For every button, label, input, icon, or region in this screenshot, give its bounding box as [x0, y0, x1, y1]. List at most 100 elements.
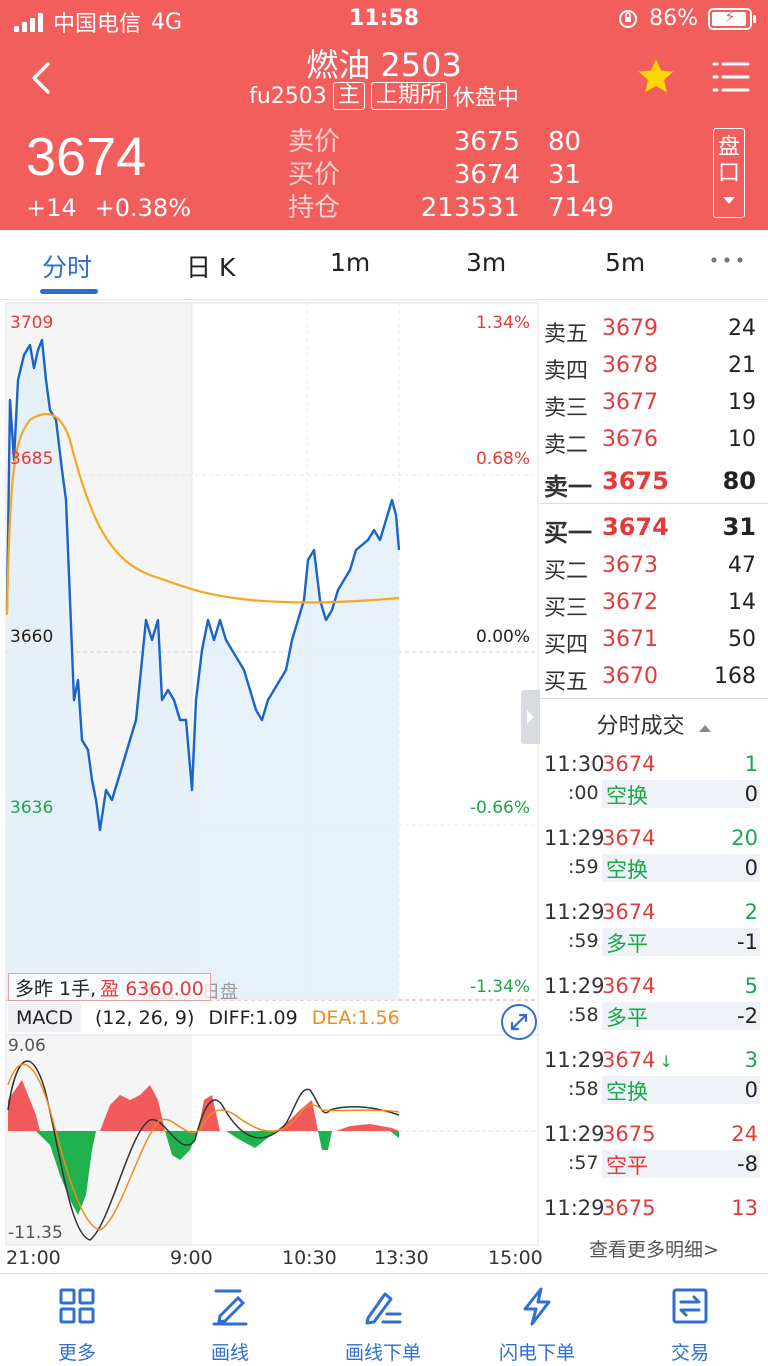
position-note[interactable]: 多昨 1手, 盈 6360.00 — [8, 973, 211, 1001]
ask-row[interactable]: 卖四 3678 21 — [540, 347, 768, 384]
tick-oi-change: 0 — [744, 782, 758, 806]
period-tabs: 分时 日 K 1m 3m 5m — [0, 230, 768, 300]
indicator-name[interactable]: MACD — [8, 1004, 81, 1032]
pankou-char-1: 盘 — [717, 135, 740, 160]
tick-time: 11:29 — [544, 974, 605, 998]
price-axis-lower: 3636 — [10, 798, 54, 818]
more-dots-icon[interactable] — [710, 250, 744, 270]
bid-level-price: 3673 — [602, 553, 658, 578]
ask-level-volume: 10 — [728, 427, 756, 452]
ask-row[interactable]: 卖五 3679 24 — [540, 310, 768, 347]
tick-row: 11:30:00 3674 空换 1 0 — [540, 752, 768, 816]
ask-label: 卖价 — [288, 127, 341, 157]
ask-row[interactable]: 卖二 3676 10 — [540, 421, 768, 458]
tick-row: 11:29:59 3674 空换 20 0 — [540, 826, 768, 890]
ask-level-label: 卖四 — [544, 359, 589, 384]
tick-oi-change: 0 — [744, 856, 758, 880]
bid-level-volume: 31 — [722, 513, 756, 541]
open-interest-label: 持仓 — [288, 193, 341, 223]
ask-level-label: 卖三 — [544, 396, 589, 421]
pct-axis-lower: -0.66% — [469, 798, 530, 818]
ask-level-price: 3677 — [602, 390, 658, 415]
panel-toggle-handle[interactable] — [521, 690, 540, 744]
tick-volume: 3 — [744, 1048, 758, 1072]
down-arrow-icon: ↓ — [659, 1052, 673, 1071]
fullscreen-expand-icon[interactable] — [500, 1003, 538, 1041]
tick-seconds: :58 — [568, 1004, 599, 1026]
tick-seconds: :59 — [568, 930, 599, 952]
tick-price: 3675 — [602, 1122, 656, 1146]
contract-title: 燃油 2503 — [306, 46, 462, 84]
caret-right-icon — [527, 710, 534, 724]
pankou-button[interactable]: 盘 口 — [713, 128, 745, 218]
bid-level-label: 买五 — [544, 670, 589, 695]
chart-canvas — [5, 302, 539, 1246]
caret-up-icon — [698, 725, 711, 732]
flash-order-button[interactable]: 闪电下单 — [477, 1274, 597, 1366]
menu-icon[interactable] — [712, 60, 750, 94]
tick-time: 11:29 — [544, 1048, 605, 1072]
tab-5m[interactable]: 5m — [605, 248, 646, 277]
pct-axis-upper: 0.68% — [475, 449, 530, 469]
tick-volume: 24 — [731, 1122, 758, 1146]
pen-order-icon — [365, 1292, 402, 1325]
ask-level-price: 3675 — [602, 467, 669, 495]
ask-row-best[interactable]: 卖一 3675 80 — [540, 461, 768, 501]
tick-row: 11:29:58 3674 ↓ 空换 3 0 — [540, 1048, 768, 1112]
tab-intraday[interactable]: 分时 — [42, 253, 93, 282]
tick-time: 11:29 — [544, 826, 605, 850]
bid-row[interactable]: 买五 3670 168 — [540, 658, 768, 695]
signal-icon — [14, 12, 43, 32]
bid-row[interactable]: 买四 3671 50 — [540, 621, 768, 658]
contract-subtitle: fu2503 主 上期所 休盘中 — [0, 80, 768, 112]
draw-line-order-button[interactable]: 画线下单 — [323, 1274, 443, 1366]
trade-label: 交易 — [670, 1342, 709, 1364]
bid-row[interactable]: 买二 3673 47 — [540, 547, 768, 584]
macd-diff-line — [7, 1060, 400, 1241]
tick-row: 11:29:57 3675 空平 24 -8 — [540, 1122, 768, 1186]
tick-price: 3674 — [602, 1048, 656, 1072]
intraday-chart[interactable]: 3709 3685 3660 3636 1.34% 0.68% 0.00% -0… — [0, 300, 540, 1275]
tick-volume: 20 — [731, 826, 758, 850]
bid-level-price: 3671 — [602, 627, 658, 652]
tick-list-header[interactable]: 分时成交 — [540, 708, 768, 740]
tab-1m[interactable]: 1m — [330, 248, 371, 277]
quote-labels: 卖价 买价 持仓 — [288, 126, 340, 225]
bid-row-best[interactable]: 买一 3674 31 — [540, 507, 768, 547]
tick-oi-change: -2 — [737, 1004, 758, 1028]
macd-axis-top: 9.06 — [8, 1036, 46, 1056]
ask-row[interactable]: 卖三 3677 19 — [540, 384, 768, 421]
favorite-star-icon[interactable] — [636, 56, 676, 96]
battery-percent: 86% — [649, 6, 698, 31]
bid-row[interactable]: 买三 3672 14 — [540, 584, 768, 621]
active-tab-indicator — [40, 289, 98, 294]
macd-diff: DIFF:1.09 — [208, 1007, 298, 1029]
ask-level-price: 3679 — [602, 316, 658, 341]
open-interest: 213531 — [420, 193, 520, 223]
view-more-details-link[interactable]: 查看更多明细> — [589, 1239, 719, 1261]
draw-line-button[interactable]: 画线 — [170, 1274, 290, 1366]
tab-daily-k[interactable]: 日 K — [186, 253, 236, 282]
status-bar: 中国电信 4G 11:58 86% ⚡ — [0, 0, 768, 40]
ask-level-volume: 21 — [728, 353, 756, 378]
back-arrow-icon[interactable] — [24, 58, 64, 98]
price-axis-top: 3709 — [10, 313, 54, 333]
tab-3m[interactable]: 3m — [466, 248, 507, 277]
price-axis-preclose: 3660 — [10, 627, 54, 647]
tick-oi-change: -8 — [737, 1152, 758, 1176]
caret-down-icon — [723, 197, 735, 204]
macd-histogram — [8, 1080, 399, 1215]
position-profit: 盈 6360.00 — [100, 977, 204, 1000]
more-button[interactable]: 更多 — [17, 1274, 137, 1366]
lightning-icon — [523, 1287, 551, 1326]
macd-params: (12, 26, 9) — [94, 1007, 195, 1029]
trading-status: 休盘中 — [452, 86, 519, 111]
tick-type: 空换 — [602, 854, 760, 882]
tick-type: 多平 — [602, 928, 760, 956]
tick-price: 3674 — [602, 974, 656, 998]
tick-volume: 5 — [744, 974, 758, 998]
tick-volume: 2 — [744, 900, 758, 924]
bid-level-label: 买二 — [544, 559, 589, 584]
tick-row: 11:29:59 3674 多平 2 -1 — [540, 900, 768, 964]
trade-button[interactable]: 交易 — [630, 1274, 750, 1366]
